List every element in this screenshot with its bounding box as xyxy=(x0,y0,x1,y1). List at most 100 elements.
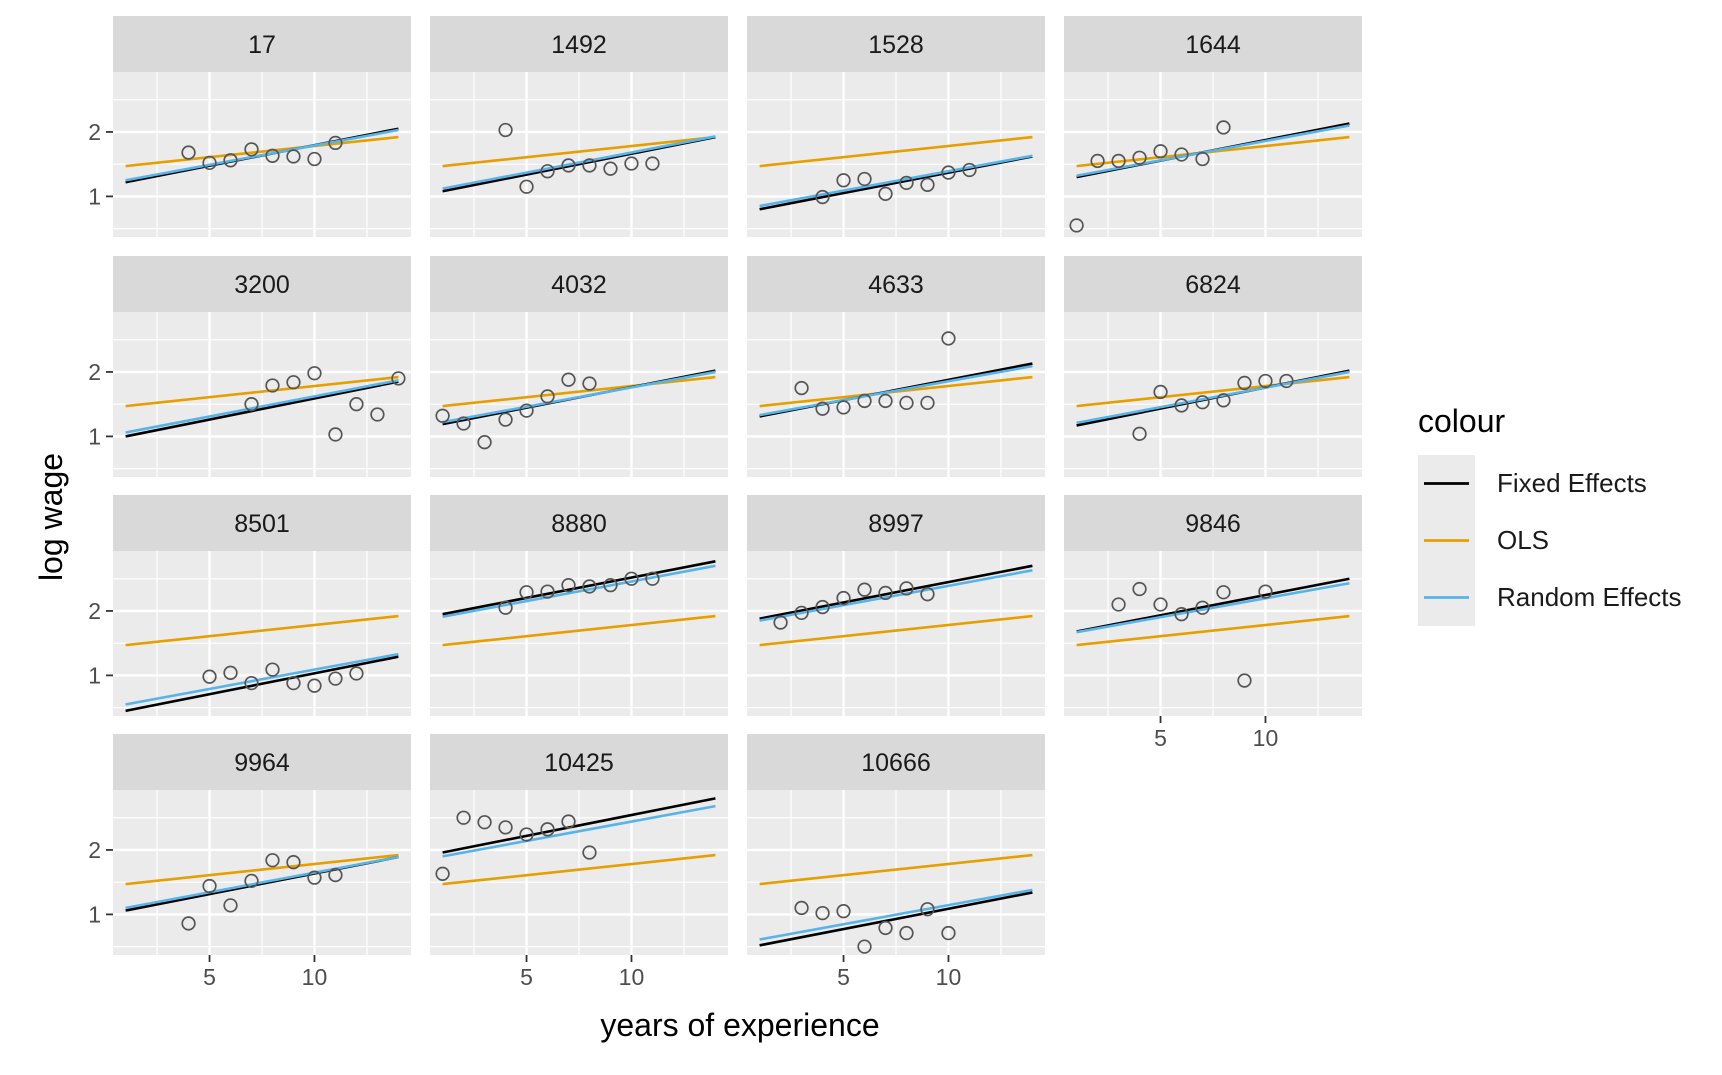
data-point xyxy=(1132,581,1147,597)
data-point xyxy=(286,855,301,870)
x-tick-label: 5 xyxy=(1154,725,1167,751)
ols-line xyxy=(125,853,399,886)
data-point xyxy=(920,395,935,411)
facet-label: 8501 xyxy=(234,510,290,538)
data-point xyxy=(941,331,956,346)
x-tick-label: 5 xyxy=(520,964,533,990)
data-point xyxy=(1195,151,1210,167)
facet-strip xyxy=(113,734,411,790)
random-effects-line xyxy=(442,370,716,424)
y-tick-label: 1 xyxy=(88,423,101,449)
data-point xyxy=(519,585,534,600)
y-tick-label: 1 xyxy=(88,183,101,209)
facet-panel: 8997 xyxy=(747,495,1045,716)
ols-line xyxy=(442,853,716,886)
facet-label: 4633 xyxy=(868,271,924,299)
facet-strip xyxy=(113,16,411,72)
data-point xyxy=(1090,153,1105,169)
facet-label: 10666 xyxy=(861,749,931,777)
facet-panel: 4633 xyxy=(747,256,1045,477)
facet-strip xyxy=(430,495,728,551)
ols-line xyxy=(442,375,716,408)
data-point xyxy=(561,372,576,387)
fixed-effects-line xyxy=(125,655,399,713)
data-point xyxy=(328,867,343,883)
facet-panel: 6824 xyxy=(1064,256,1362,477)
fixed-effects-line xyxy=(759,891,1033,947)
x-tick-label: 10 xyxy=(619,964,645,990)
data-point xyxy=(328,427,343,442)
data-point xyxy=(603,578,618,593)
data-point xyxy=(1237,673,1252,688)
facet-strip xyxy=(113,495,411,551)
data-point xyxy=(244,675,259,691)
data-point xyxy=(349,666,364,681)
data-point xyxy=(202,878,217,894)
facet-panel: 9964 1 2 5 10 xyxy=(88,734,411,990)
facet-label: 3200 xyxy=(234,271,290,299)
facet-panel: 8880 xyxy=(430,495,728,716)
data-point xyxy=(941,925,956,941)
data-point xyxy=(498,122,513,138)
data-point xyxy=(456,810,471,825)
random-effects-line xyxy=(1076,124,1350,178)
facet-panel: 1492 xyxy=(430,16,728,237)
ols-line xyxy=(759,853,1033,886)
data-point xyxy=(836,904,851,919)
random-effects-line xyxy=(125,379,399,434)
data-point xyxy=(645,156,660,171)
data-point xyxy=(1174,398,1189,413)
data-point xyxy=(244,397,259,412)
facet-label: 1528 xyxy=(868,31,924,59)
random-effects-line xyxy=(125,855,399,910)
data-point xyxy=(1216,393,1231,408)
data-point xyxy=(286,375,301,390)
legend-label: Fixed Effects xyxy=(1497,468,1647,498)
data-point xyxy=(307,678,322,693)
data-point xyxy=(582,579,597,594)
data-point xyxy=(561,158,576,173)
data-point xyxy=(1258,584,1273,599)
data-point xyxy=(265,378,280,393)
data-point xyxy=(1279,373,1294,389)
data-point xyxy=(582,845,597,860)
data-point xyxy=(836,590,851,606)
data-point xyxy=(435,408,450,423)
data-point xyxy=(223,153,238,168)
random-effects-line xyxy=(759,154,1033,208)
data-point xyxy=(286,149,301,164)
facet-panel: 8501 1 2 xyxy=(88,495,411,716)
data-point xyxy=(244,873,259,889)
random-effects-line xyxy=(125,128,399,182)
data-point xyxy=(561,578,576,593)
random-effects-line xyxy=(759,569,1033,622)
random-effects-line xyxy=(759,364,1033,417)
y-tick-label: 2 xyxy=(88,119,101,145)
data-point xyxy=(561,814,576,829)
data-point xyxy=(857,393,872,409)
facet-strip xyxy=(747,734,1045,790)
y-axis-title: log wage xyxy=(33,453,69,581)
fixed-effects-line xyxy=(759,564,1033,620)
facet-strip xyxy=(1064,16,1362,72)
data-point xyxy=(307,870,322,885)
facet-label: 6824 xyxy=(1185,271,1241,299)
data-point xyxy=(1111,153,1126,169)
data-point xyxy=(307,366,322,381)
facet-strip xyxy=(1064,256,1362,312)
data-point xyxy=(498,600,513,615)
data-point xyxy=(582,376,597,391)
data-point xyxy=(1258,373,1273,389)
data-point xyxy=(265,662,280,677)
ols-line xyxy=(442,614,716,647)
data-point xyxy=(519,179,534,194)
data-point xyxy=(286,675,301,691)
data-point xyxy=(1216,585,1231,600)
data-point xyxy=(1237,375,1252,391)
y-tick-label: 1 xyxy=(88,901,101,927)
data-point xyxy=(456,416,471,431)
data-point xyxy=(878,393,893,409)
data-point xyxy=(1132,150,1147,165)
